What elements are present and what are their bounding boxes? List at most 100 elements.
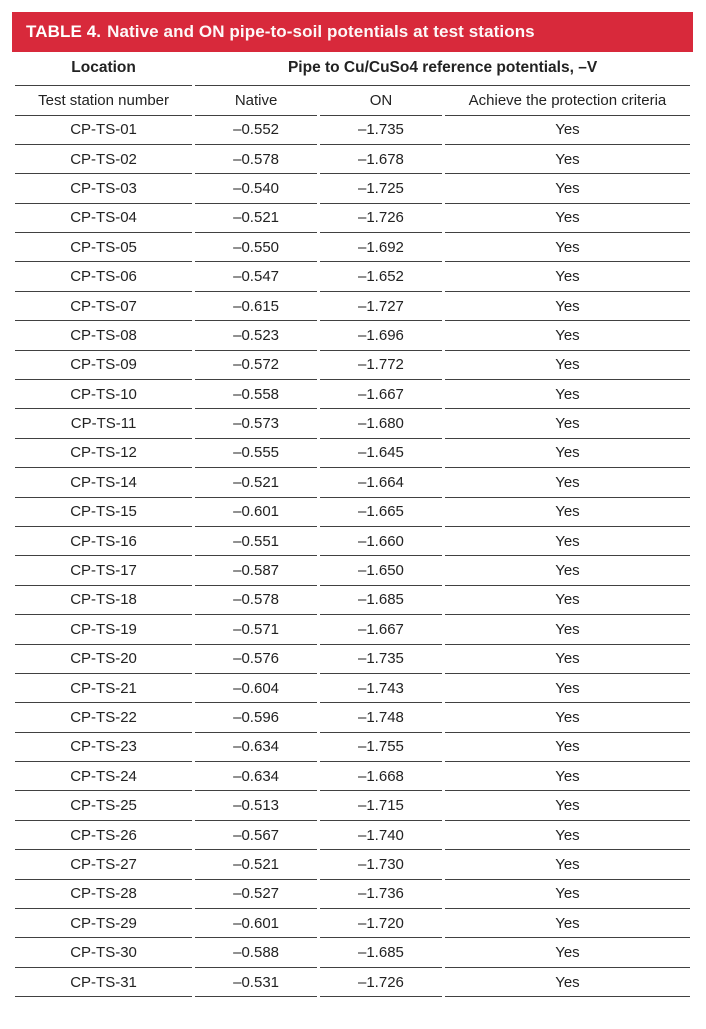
pipe-to-soil-potentials-table: Location Pipe to Cu/CuSo4 reference pote… [12, 52, 693, 998]
criteria-cell: Yes [444, 791, 690, 821]
table-title-text: Native and ON pipe-to-soil potentials at… [107, 22, 535, 41]
station-cell: CP-TS-29 [15, 909, 193, 939]
station-cell: CP-TS-24 [15, 762, 193, 792]
criteria-cell: Yes [444, 674, 690, 704]
table-row: CP-TS-28 –0.527 –1.736 Yes [15, 880, 690, 910]
station-cell: CP-TS-12 [15, 439, 193, 469]
station-cell: CP-TS-26 [15, 821, 193, 851]
native-potential-cell: –0.573 [195, 409, 318, 439]
native-potential-cell: –0.587 [195, 556, 318, 586]
station-cell: CP-TS-27 [15, 850, 193, 880]
station-cell: CP-TS-05 [15, 233, 193, 263]
on-potential-cell: –1.652 [320, 262, 442, 292]
on-potential-cell: –1.748 [320, 703, 442, 733]
criteria-cell: Yes [444, 233, 690, 263]
column-header-row: Test station number Native ON Achieve th… [15, 86, 690, 116]
criteria-cell: Yes [444, 527, 690, 557]
native-potential-cell: –0.521 [195, 204, 318, 234]
on-potential-cell: –1.645 [320, 439, 442, 469]
table-row: CP-TS-25 –0.513 –1.715 Yes [15, 791, 690, 821]
table-row: CP-TS-01 –0.552 –1.735 Yes [15, 116, 690, 145]
table-row: CP-TS-09 –0.572 –1.772 Yes [15, 351, 690, 381]
station-cell: CP-TS-22 [15, 703, 193, 733]
station-cell: CP-TS-02 [15, 145, 193, 175]
criteria-cell: Yes [444, 116, 690, 145]
table-row: CP-TS-10 –0.558 –1.667 Yes [15, 380, 690, 410]
native-potential-cell: –0.578 [195, 586, 318, 616]
on-potential-cell: –1.740 [320, 821, 442, 851]
criteria-cell: Yes [444, 615, 690, 645]
criteria-cell: Yes [444, 938, 690, 968]
criteria-cell: Yes [444, 145, 690, 175]
native-potential-cell: –0.521 [195, 850, 318, 880]
table-title-bar: TABLE 4. Native and ON pipe-to-soil pote… [12, 12, 693, 52]
table-row: CP-TS-19 –0.571 –1.667 Yes [15, 615, 690, 645]
native-potential-cell: –0.634 [195, 733, 318, 763]
table-row: CP-TS-05 –0.550 –1.692 Yes [15, 233, 690, 263]
station-cell: CP-TS-01 [15, 116, 193, 145]
on-potential-cell: –1.727 [320, 292, 442, 322]
on-potential-cell: –1.735 [320, 645, 442, 674]
criteria-cell: Yes [444, 821, 690, 851]
native-potential-cell: –0.634 [195, 762, 318, 792]
criteria-cell: Yes [444, 703, 690, 733]
criteria-cell: Yes [444, 645, 690, 674]
on-potential-cell: –1.685 [320, 938, 442, 968]
native-potential-cell: –0.578 [195, 145, 318, 175]
table-number-label: TABLE 4. [26, 22, 102, 41]
table-row: CP-TS-21 –0.604 –1.743 Yes [15, 674, 690, 704]
native-potential-cell: –0.601 [195, 498, 318, 527]
criteria-cell: Yes [444, 586, 690, 616]
native-potential-cell: –0.523 [195, 321, 318, 351]
col-header-test-station-number: Test station number [15, 86, 193, 116]
table-row: CP-TS-30 –0.588 –1.685 Yes [15, 938, 690, 968]
criteria-cell: Yes [444, 498, 690, 527]
on-potential-cell: –1.736 [320, 880, 442, 910]
station-cell: CP-TS-06 [15, 262, 193, 292]
criteria-cell: Yes [444, 968, 690, 998]
native-potential-cell: –0.513 [195, 791, 318, 821]
criteria-cell: Yes [444, 850, 690, 880]
native-potential-cell: –0.571 [195, 615, 318, 645]
native-potential-cell: –0.604 [195, 674, 318, 704]
station-cell: CP-TS-31 [15, 968, 193, 998]
station-cell: CP-TS-28 [15, 880, 193, 910]
on-potential-cell: –1.664 [320, 468, 442, 498]
on-potential-cell: –1.725 [320, 174, 442, 204]
table-row: CP-TS-29 –0.601 –1.720 Yes [15, 909, 690, 939]
station-cell: CP-TS-25 [15, 791, 193, 821]
on-potential-cell: –1.685 [320, 586, 442, 616]
col-header-protection-criteria: Achieve the protection criteria [444, 86, 690, 116]
on-potential-cell: –1.678 [320, 145, 442, 175]
on-potential-cell: –1.650 [320, 556, 442, 586]
table-row: CP-TS-22 –0.596 –1.748 Yes [15, 703, 690, 733]
criteria-cell: Yes [444, 292, 690, 322]
native-potential-cell: –0.572 [195, 351, 318, 381]
native-potential-cell: –0.555 [195, 439, 318, 469]
table-row: CP-TS-11 –0.573 –1.680 Yes [15, 409, 690, 439]
col-header-native: Native [195, 86, 318, 116]
station-cell: CP-TS-20 [15, 645, 193, 674]
on-potential-cell: –1.715 [320, 791, 442, 821]
station-cell: CP-TS-11 [15, 409, 193, 439]
station-cell: CP-TS-16 [15, 527, 193, 557]
criteria-cell: Yes [444, 439, 690, 469]
table-body: CP-TS-01 –0.552 –1.735 Yes CP-TS-02 –0.5… [15, 116, 690, 998]
on-potential-cell: –1.680 [320, 409, 442, 439]
station-cell: CP-TS-09 [15, 351, 193, 381]
native-potential-cell: –0.567 [195, 821, 318, 851]
on-potential-cell: –1.660 [320, 527, 442, 557]
station-cell: CP-TS-03 [15, 174, 193, 204]
station-cell: CP-TS-15 [15, 498, 193, 527]
station-cell: CP-TS-17 [15, 556, 193, 586]
criteria-cell: Yes [444, 380, 690, 410]
native-potential-cell: –0.521 [195, 468, 318, 498]
native-potential-cell: –0.615 [195, 292, 318, 322]
on-potential-cell: –1.696 [320, 321, 442, 351]
table-row: CP-TS-27 –0.521 –1.730 Yes [15, 850, 690, 880]
table-row: CP-TS-24 –0.634 –1.668 Yes [15, 762, 690, 792]
on-potential-cell: –1.726 [320, 968, 442, 998]
station-cell: CP-TS-10 [15, 380, 193, 410]
native-potential-cell: –0.527 [195, 880, 318, 910]
